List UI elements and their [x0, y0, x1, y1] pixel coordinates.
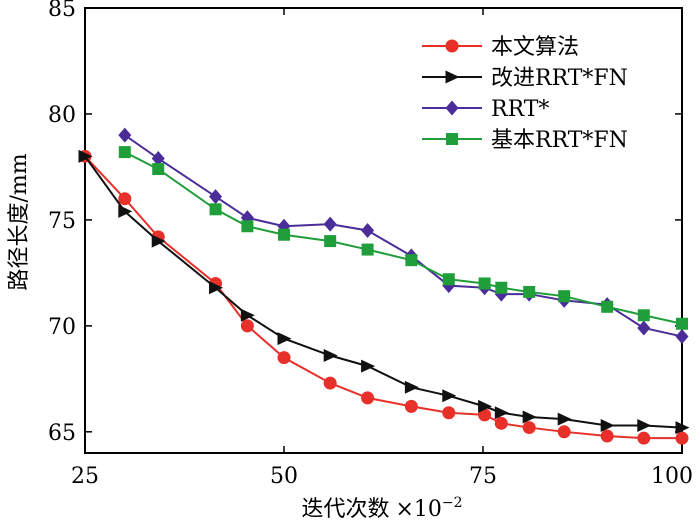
- data-point: [676, 317, 688, 330]
- data-point: [278, 228, 290, 241]
- series-1: [78, 149, 689, 445]
- plot-frame: [84, 7, 683, 454]
- series-layer: [78, 127, 690, 445]
- series-line: [124, 151, 683, 325]
- data-point: [361, 243, 374, 256]
- data-point: [361, 223, 375, 238]
- data-point: [637, 431, 651, 445]
- x-axis-title-exponent: −2: [442, 495, 463, 511]
- data-point: [404, 399, 418, 413]
- data-point: [323, 216, 337, 232]
- x-axis-title: 迭代次数 ×10−2: [301, 495, 462, 522]
- y-tick-label: 65: [48, 421, 76, 446]
- data-point: [523, 285, 536, 298]
- data-point: [495, 281, 508, 294]
- data-point: [675, 431, 689, 445]
- x-tick-label: 75: [469, 464, 497, 489]
- data-point: [494, 416, 508, 430]
- series-4: [118, 146, 688, 330]
- data-point: [600, 418, 615, 432]
- data-point: [601, 300, 614, 313]
- legend-item: 改进RRT*FN: [422, 66, 628, 91]
- x-axis: 25 50 75 100: [71, 8, 693, 489]
- data-point: [558, 290, 571, 303]
- data-point: [637, 309, 650, 322]
- y-tick-label: 70: [48, 315, 76, 340]
- data-point: [675, 328, 689, 344]
- x-tick-label: 50: [270, 464, 298, 489]
- data-point: [118, 204, 133, 218]
- legend-item: 本文算法: [422, 35, 579, 60]
- data-point: [478, 277, 491, 290]
- x-tick-label: 25: [71, 464, 99, 489]
- data-point: [494, 406, 509, 420]
- legend-marker: [446, 133, 458, 145]
- data-point: [675, 421, 690, 435]
- data-point: [240, 308, 255, 322]
- series-line: [84, 155, 682, 440]
- y-tick-label: 75: [48, 209, 76, 234]
- data-point: [323, 376, 337, 390]
- y-axis: 65 70 75 80 85: [48, 0, 682, 446]
- data-point: [557, 425, 571, 439]
- data-point: [557, 412, 572, 426]
- data-point: [118, 146, 131, 159]
- data-point: [118, 127, 132, 143]
- x-axis-title-text: 迭代次数: [301, 497, 389, 522]
- legend-marker: [445, 70, 460, 84]
- data-point: [405, 254, 418, 267]
- data-point: [442, 273, 455, 286]
- data-point: [324, 235, 337, 248]
- data-point: [209, 189, 223, 205]
- data-point: [323, 349, 338, 363]
- legend-label: 改进RRT*FN: [491, 66, 628, 91]
- data-point: [277, 332, 292, 346]
- data-point: [152, 163, 165, 176]
- y-tick-label: 80: [48, 103, 76, 128]
- legend-label: RRT*: [491, 97, 549, 122]
- data-point: [478, 399, 493, 413]
- legend-item: 基本RRT*FN: [422, 128, 628, 153]
- data-point: [277, 351, 291, 365]
- y-tick-label: 85: [48, 0, 76, 22]
- data-point: [522, 410, 537, 424]
- data-point: [478, 408, 492, 422]
- data-point: [209, 281, 224, 295]
- legend-label: 基本RRT*FN: [491, 128, 628, 153]
- data-point: [151, 150, 165, 166]
- x-axis-title-suffix: ×10: [395, 497, 441, 522]
- data-point: [78, 149, 93, 163]
- data-point: [151, 234, 166, 248]
- series-2: [78, 149, 690, 435]
- series-line: [124, 134, 683, 338]
- legend-marker: [445, 39, 459, 53]
- x-tick-label: 100: [651, 464, 693, 489]
- legend-label: 本文算法: [491, 35, 579, 60]
- data-point: [209, 203, 222, 216]
- data-point: [442, 406, 456, 420]
- data-point: [442, 389, 457, 403]
- data-point: [404, 380, 419, 394]
- data-point: [522, 421, 536, 435]
- data-point: [637, 320, 651, 336]
- legend-item: RRT*: [422, 97, 549, 122]
- data-point: [240, 319, 254, 333]
- data-point: [361, 359, 376, 373]
- data-point: [637, 418, 652, 432]
- series-line: [84, 155, 683, 429]
- y-axis-title: 路径长度/mm: [7, 153, 32, 290]
- data-point: [600, 429, 614, 443]
- data-point: [241, 220, 254, 233]
- data-point: [361, 391, 375, 405]
- plot-border: [84, 7, 683, 454]
- legend-marker: [445, 100, 459, 116]
- data-point: [118, 192, 132, 206]
